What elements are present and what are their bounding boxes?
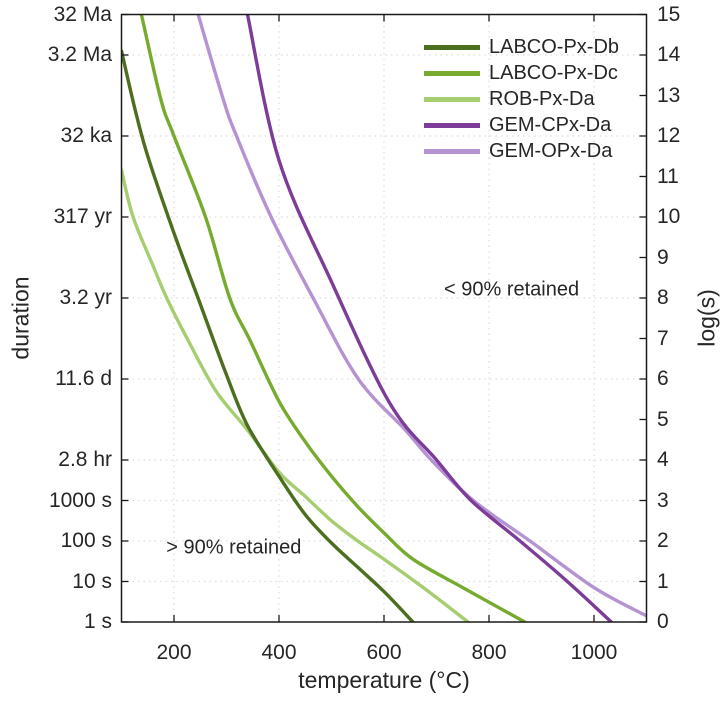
y-left-tick-label: 317 yr: [53, 205, 112, 228]
legend-label: LABCO-Px-Db: [489, 36, 620, 58]
annotation-less-than-90-retained: < 90% retained: [444, 278, 580, 301]
curve-labco-px-dc: [139, 14, 527, 622]
y-right-tick-label: 1: [657, 569, 669, 593]
x-tick-label: 1000: [570, 641, 618, 664]
y-left-tick-label: 10 s: [72, 569, 112, 593]
y-right-tick-label: 12: [657, 124, 681, 147]
legend-label: GEM-OPx-Da: [489, 140, 613, 162]
y-left-tick-label: 2.8 hr: [58, 448, 112, 471]
curve-gem-cpx-da: [245, 14, 613, 622]
x-tick-label: 600: [366, 641, 402, 664]
y-left-tick-label: 3.2 Ma: [47, 43, 112, 66]
y-right-tick-label: 13: [657, 83, 681, 107]
legend-item: LABCO-Px-Db: [424, 34, 619, 60]
curve-gem-opx-da: [196, 14, 647, 618]
y-right-tick-label: 5: [657, 407, 669, 431]
legend-line-swatch: [424, 96, 480, 102]
y-left-tick-label: 1000 s: [48, 488, 112, 512]
y-left-tick-label: 32 Ma: [53, 2, 112, 26]
y-right-tick-label: 10: [657, 205, 681, 228]
legend-line-swatch: [424, 70, 480, 76]
legend-label: LABCO-Px-Dc: [489, 62, 618, 84]
y-right-tick-label: 9: [657, 245, 669, 269]
legend-item: ROB-Px-Da: [424, 86, 619, 112]
y-right-tick-label: 3: [657, 488, 669, 512]
x-tick-label: 200: [156, 641, 192, 664]
x-tick-label: 400: [261, 641, 297, 664]
y-right-tick-label: 7: [657, 326, 669, 350]
legend-item: LABCO-Px-Dc: [424, 60, 619, 86]
legend-line-swatch: [424, 44, 480, 50]
legend: LABCO-Px-Db LABCO-Px-Dc ROB-Px-Da GEM-CPx-D…: [424, 34, 619, 164]
y-right-tick-label: 6: [657, 367, 669, 390]
y-left-tick-label: 100 s: [60, 529, 112, 552]
x-axis-label: temperature (°C): [298, 667, 470, 693]
x-tick-label: 800: [471, 641, 507, 664]
y-right-tick-label: 11: [657, 164, 679, 188]
y-axis-label-log-s: log(s): [693, 289, 720, 347]
y-left-tick-label: 3.2 yr: [59, 286, 112, 309]
y-left-tick-label: 1 s: [83, 610, 112, 633]
legend-line-swatch: [424, 148, 480, 154]
y-right-tick-label: 8: [657, 286, 669, 309]
legend-label: ROB-Px-Da: [489, 88, 595, 110]
y-left-tick-label: 11.6 d: [55, 367, 112, 390]
annotation-greater-than-90-retained: > 90% retained: [166, 536, 302, 559]
y-right-tick-label: 15: [657, 2, 681, 26]
y-right-tick-label: 4: [657, 448, 669, 471]
legend-item: GEM-OPx-Da: [424, 138, 619, 164]
y-right-tick-label: 0: [657, 610, 669, 633]
y-right-tick-label: 2: [657, 529, 669, 552]
legend-item: GEM-CPx-Da: [424, 112, 619, 138]
legend-label: GEM-CPx-Da: [489, 114, 612, 136]
curve-labco-px-db: [121, 49, 415, 622]
legend-line-swatch: [424, 122, 480, 128]
y-left-tick-label: 32 ka: [60, 124, 112, 147]
y-right-tick-label: 14: [657, 43, 681, 66]
